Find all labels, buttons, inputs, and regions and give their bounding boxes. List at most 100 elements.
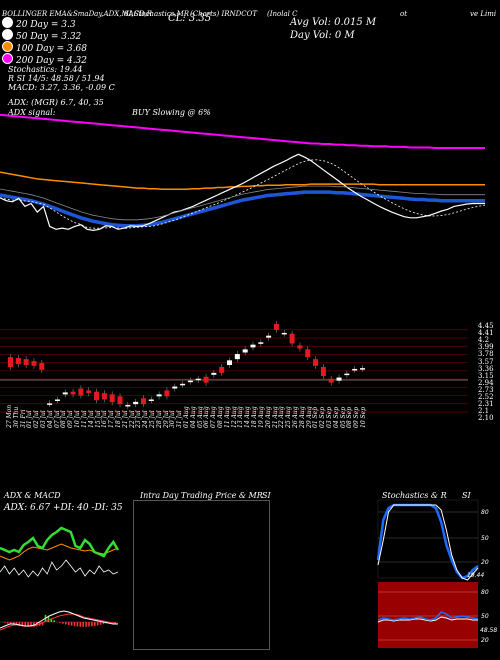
legend-ma50: 50 Day = 3.32 (2, 29, 81, 42)
stoch-title: Stochastics & R (382, 491, 447, 500)
ma20-dot-icon (2, 17, 13, 28)
candle-y-tick-11: 2.31 (478, 400, 494, 409)
candle-36 (289, 333, 295, 344)
candle-35 (281, 332, 287, 335)
candle-30 (242, 349, 248, 353)
x-label-6: 04 Jul (46, 410, 54, 428)
intraday-title: Intra Day Trading Price & MR (140, 491, 263, 500)
x-label-0: 27 Mon (6, 404, 13, 428)
stoch-d-line (377, 504, 479, 581)
candle-y-tick-6: 3.36 (478, 364, 494, 373)
stoch-k-line (376, 503, 479, 580)
ma50-line (0, 185, 485, 221)
series-line-0 (0, 113, 485, 149)
candle-y-tick-5: 3.57 (478, 357, 494, 366)
x-label-10: 10 Jul (74, 410, 82, 428)
close-label: CL: 3.35 (168, 13, 212, 24)
x-label-26: 01 Aug (183, 406, 190, 428)
series-line-1 (0, 171, 485, 190)
day-vol: Day Vol: 0 M (290, 30, 355, 41)
ma20-dashed-line (0, 159, 486, 229)
buy-signal: BUY Slowing @ 6% (132, 108, 211, 117)
adx-values-label: ADX: 6.67 +DI: 40 -DI: 35 (4, 503, 123, 513)
rsi-tick-0: 80 (481, 589, 489, 596)
x-label-21: 25 Jul (148, 410, 156, 428)
candle-y-tick-1: 4.41 (478, 329, 494, 338)
rsi-tick-2: 20 (481, 637, 489, 644)
candle-y-tick-12: 2.1 (478, 407, 490, 416)
candle-4 (39, 363, 45, 370)
legend-ma100: 100 Day = 3.68 (2, 41, 87, 54)
rsi-panel (378, 582, 478, 648)
header-line-5: ot (400, 10, 408, 18)
candle-3 (31, 361, 37, 366)
macd-line (0, 610, 118, 629)
candle-15 (125, 404, 131, 407)
candle-29 (234, 354, 240, 360)
adx-signal-label: ADX signal: (8, 108, 56, 117)
candle-9 (78, 388, 84, 396)
candle-21 (172, 386, 178, 389)
candle-44 (352, 368, 358, 371)
candle-0 (8, 357, 13, 367)
header-line-1: BOLLINGER EMA&SmaDay,ADX,MACD,R (2, 10, 152, 18)
candle-17 (140, 398, 146, 405)
candle-33 (266, 335, 272, 338)
adx-readout: ADX: (MGR) 6.7, 40, 35 (8, 98, 104, 107)
ma50-dot-icon (2, 29, 13, 40)
candle-14 (117, 396, 123, 405)
candle-13 (109, 394, 115, 403)
header-line-4: (Inolal C (267, 10, 298, 18)
intraday-panel (133, 500, 270, 650)
candle-28 (227, 360, 233, 366)
candle-39 (313, 359, 319, 366)
candle-26 (211, 372, 217, 375)
candle-27 (219, 366, 225, 373)
stoch-tick-1: 50 (481, 535, 489, 542)
candle-10 (86, 390, 92, 394)
candle-11 (94, 391, 100, 401)
x-label-16: 18 Jul (114, 410, 122, 428)
candle-7 (62, 392, 68, 395)
series-line-2 (0, 190, 485, 228)
candle-12 (101, 393, 107, 400)
adx-plus-di-line (0, 526, 120, 558)
candle-1 (15, 357, 21, 365)
stoch-panel (377, 499, 479, 579)
candle-37 (297, 345, 303, 349)
candle-y-tick-9: 2.73 (478, 385, 494, 394)
candle-43 (344, 373, 350, 376)
stoch-title-suffix: SI (462, 491, 471, 500)
candle-y-tick-13: 2.10 (478, 414, 494, 423)
candle-y-tick-10: 2.52 (478, 393, 494, 401)
candle-38 (305, 349, 311, 358)
rsi-value-label: 48.58 (480, 627, 497, 634)
stoch-value-label: 19.44 (467, 572, 484, 579)
x-label-47: 03 Sep (325, 406, 333, 428)
avg-vol: Avg Vol: 0.015 M (290, 17, 377, 28)
x-label-43: 28 Aug (298, 406, 306, 428)
candle-20 (164, 390, 170, 397)
x-label-42: 26 Aug (291, 406, 299, 428)
x-label-1: 30 Thu (12, 406, 20, 428)
series-line-3 (0, 153, 485, 232)
header-line-2: SI,Stochastics,MR (124, 10, 190, 18)
macd-readout: MACD: 3.27, 3.36, -0.09 C (8, 83, 115, 92)
candle-40 (320, 366, 326, 376)
candle-22 (180, 383, 186, 386)
intraday-title-suffix: SI (262, 491, 271, 500)
candle-y-tick-3: 3.99 (478, 343, 494, 352)
candle-6 (54, 399, 60, 401)
header-line-6: ve Limi (470, 10, 497, 18)
candle-y-tick-7: 3.15 (478, 371, 494, 380)
rsi-line (377, 611, 479, 621)
candle-41 (328, 378, 334, 383)
x-label-37: 19 Aug (257, 406, 265, 428)
macd-signal-line (0, 613, 119, 631)
candle-19 (156, 394, 162, 397)
candle-34 (273, 323, 279, 330)
candle-y-tick-8: 2.94 (478, 378, 494, 387)
stoch-tick-0: 80 (481, 509, 489, 516)
candle-23 (187, 380, 193, 383)
legend-ma200: 200 Day = 4.32 (2, 53, 87, 66)
